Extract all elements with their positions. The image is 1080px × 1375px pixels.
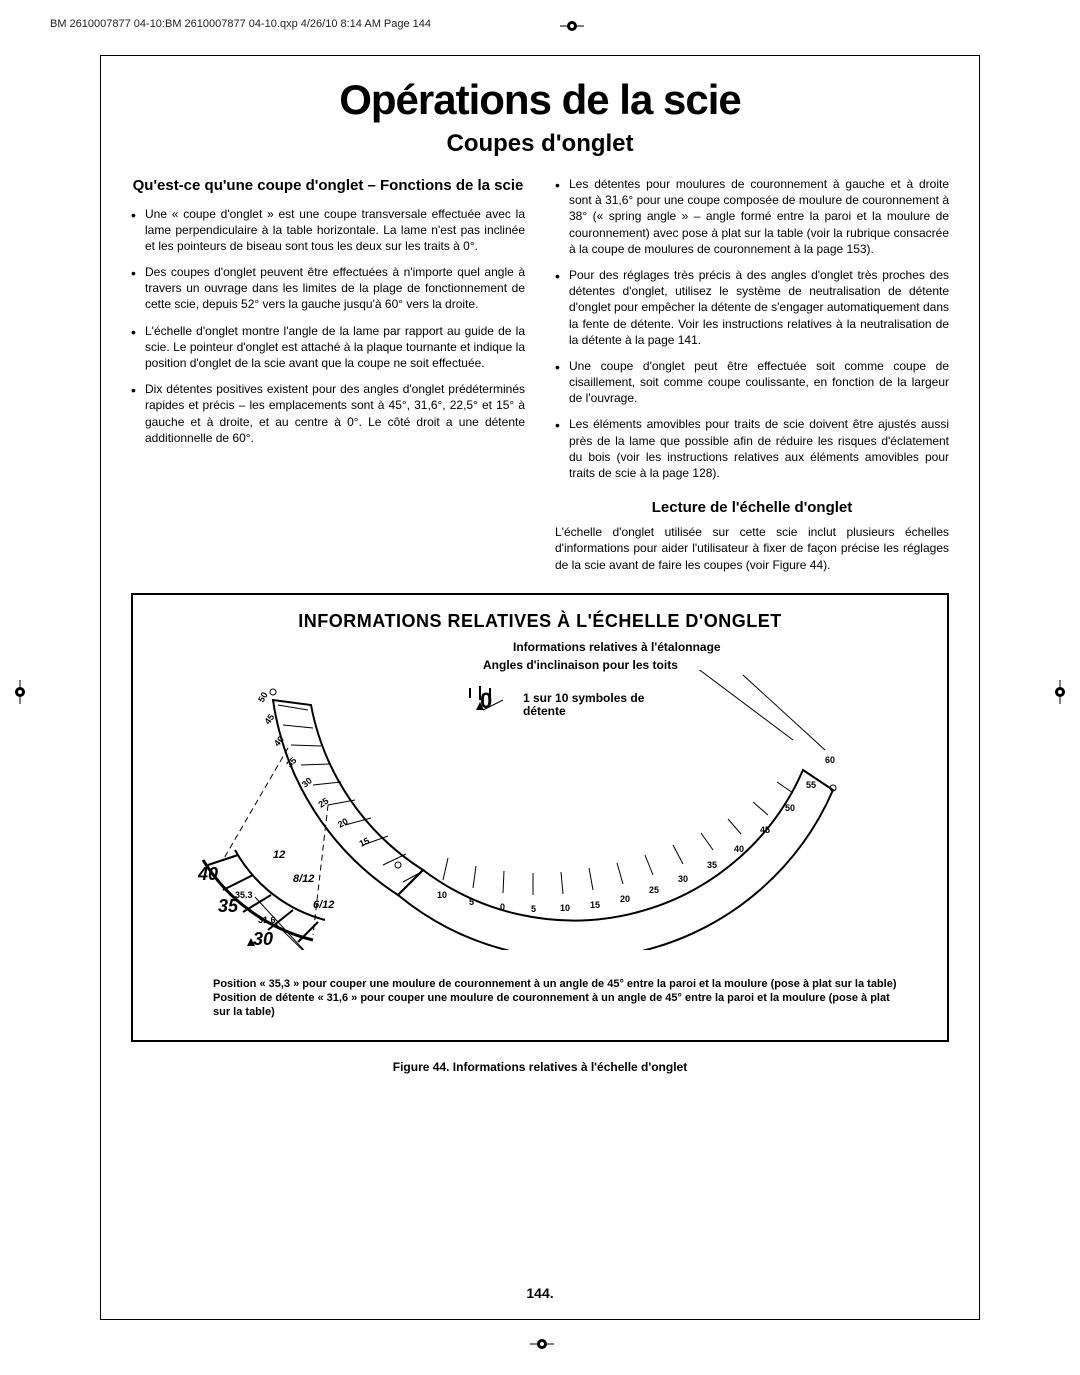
list-item: Des coupes d'onglet peuvent être effectu… bbox=[131, 264, 525, 313]
svg-text:50: 50 bbox=[785, 803, 795, 813]
list-item: Dix détentes positives existent pour des… bbox=[131, 381, 525, 446]
svg-text:10: 10 bbox=[560, 903, 570, 913]
bullet-list: Les détentes pour moulures de couronneme… bbox=[555, 176, 949, 481]
svg-text:30: 30 bbox=[678, 874, 688, 884]
right-column: Les détentes pour moulures de couronneme… bbox=[555, 176, 949, 573]
svg-text:35: 35 bbox=[707, 860, 717, 870]
diagram-footnotes: Position « 35,3 » pour couper une moulur… bbox=[153, 977, 907, 1020]
svg-text:10: 10 bbox=[437, 890, 447, 900]
svg-text:6/12: 6/12 bbox=[313, 899, 334, 911]
list-item: Les éléments amovibles pour traits de sc… bbox=[555, 416, 949, 481]
callout-calibration: Informations relatives à l'étalonnage bbox=[513, 640, 721, 654]
crop-mark-icon bbox=[12, 680, 28, 707]
page-number: 144. bbox=[101, 1285, 979, 1301]
page-frame: Opérations de la scie Coupes d'onglet Qu… bbox=[100, 55, 980, 1320]
list-item: Pour des réglages très précis à des angl… bbox=[555, 267, 949, 348]
section-heading: Qu'est-ce qu'une coupe d'onglet – Foncti… bbox=[131, 176, 525, 196]
svg-text:25: 25 bbox=[649, 885, 659, 895]
sub-heading: Lecture de l'échelle d'onglet bbox=[555, 499, 949, 516]
svg-text:50: 50 bbox=[256, 690, 270, 704]
svg-text:12: 12 bbox=[273, 849, 285, 861]
diagram-body: Informations relatives à l'étalonnage An… bbox=[153, 640, 927, 1020]
svg-text:20: 20 bbox=[620, 894, 630, 904]
list-item: L'échelle d'onglet montre l'angle de la … bbox=[131, 323, 525, 372]
svg-text:45: 45 bbox=[760, 825, 770, 835]
list-item: Une coupe d'onglet peut être effectuée s… bbox=[555, 358, 949, 407]
figure-caption: Figure 44. Informations relatives à l'éc… bbox=[131, 1060, 949, 1074]
crop-mark-icon bbox=[530, 1336, 554, 1355]
list-item: Une « coupe d'onglet » est une coupe tra… bbox=[131, 206, 525, 255]
diagram-frame: INFORMATIONS RELATIVES À L'ÉCHELLE D'ONG… bbox=[131, 593, 949, 1042]
svg-text:30: 30 bbox=[300, 775, 314, 789]
svg-text:60: 60 bbox=[825, 755, 835, 765]
svg-text:40: 40 bbox=[734, 844, 744, 854]
svg-text:8/12: 8/12 bbox=[293, 873, 314, 885]
print-header: BM 2610007877 04-10:BM 2610007877 04-10.… bbox=[50, 18, 431, 30]
svg-text:35.3: 35.3 bbox=[235, 890, 253, 900]
diagram-title: INFORMATIONS RELATIVES À L'ÉCHELLE D'ONG… bbox=[153, 611, 927, 632]
svg-text:55: 55 bbox=[806, 780, 816, 790]
svg-text:25: 25 bbox=[316, 795, 330, 809]
svg-text:0: 0 bbox=[500, 902, 505, 912]
paragraph: L'échelle d'onglet utilisée sur cette sc… bbox=[555, 524, 949, 573]
content-columns: Qu'est-ce qu'une coupe d'onglet – Foncti… bbox=[131, 176, 949, 573]
left-column: Qu'est-ce qu'une coupe d'onglet – Foncti… bbox=[131, 176, 525, 573]
list-item: Les détentes pour moulures de couronneme… bbox=[555, 176, 949, 257]
svg-text:15: 15 bbox=[358, 835, 371, 848]
page-title: Opérations de la scie bbox=[131, 76, 949, 124]
svg-text:20: 20 bbox=[336, 816, 350, 830]
page-subtitle: Coupes d'onglet bbox=[131, 130, 949, 158]
bullet-list: Une « coupe d'onglet » est une coupe tra… bbox=[131, 206, 525, 446]
footnote-line: Position de détente « 31,6 » pour couper… bbox=[213, 991, 907, 1020]
svg-text:5: 5 bbox=[469, 897, 474, 907]
svg-text:45: 45 bbox=[262, 712, 276, 726]
crop-mark-icon bbox=[560, 18, 584, 37]
svg-text:40: 40 bbox=[197, 864, 218, 884]
svg-text:35: 35 bbox=[284, 755, 298, 769]
svg-text:5: 5 bbox=[531, 904, 536, 914]
svg-text:30: 30 bbox=[253, 929, 273, 949]
svg-text:15: 15 bbox=[590, 900, 600, 910]
footnote-line: Position « 35,3 » pour couper une moulur… bbox=[213, 977, 907, 991]
crop-mark-icon bbox=[1052, 680, 1068, 707]
miter-scale-diagram: 50 45 40 35 30 25 20 15 10 5 0 5 10 15 2… bbox=[193, 670, 893, 950]
